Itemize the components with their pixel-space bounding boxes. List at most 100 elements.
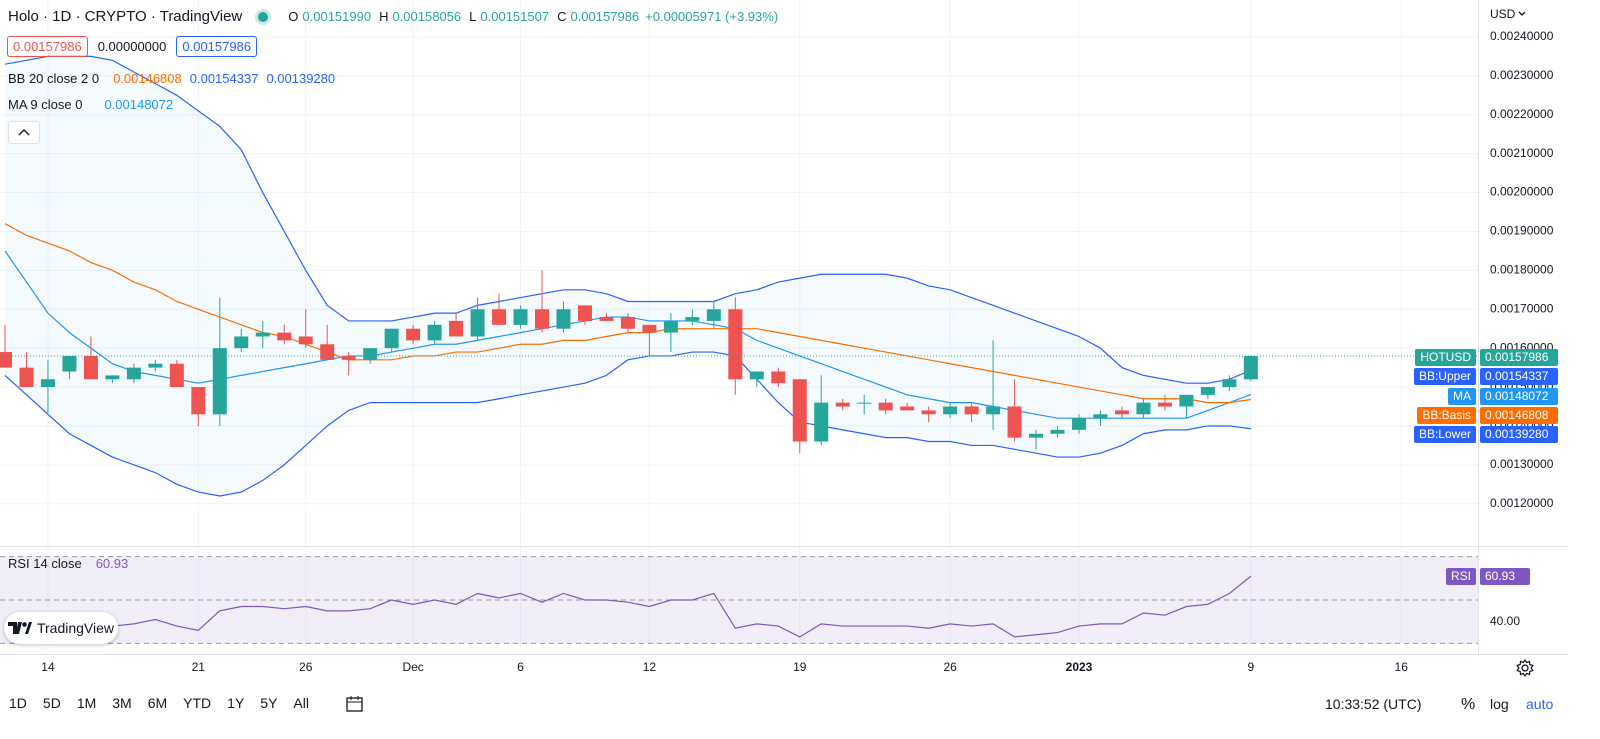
calendar-icon <box>346 696 363 712</box>
rsi-legend[interactable]: RSI 14 close 60.93 <box>8 556 128 571</box>
settings-button[interactable] <box>1515 658 1535 681</box>
candle-body <box>1157 402 1172 407</box>
time-tick-label: 14 <box>41 660 55 674</box>
candle-body <box>1243 355 1258 380</box>
candle-body <box>943 406 958 415</box>
time-tick-label: 21 <box>192 660 206 674</box>
candle-body <box>0 352 12 368</box>
time-tick-label: 6 <box>517 660 524 674</box>
time-tick-label: 26 <box>299 660 313 674</box>
collapse-icon <box>18 129 30 136</box>
price-tag-value: 0.00154337 <box>1480 368 1558 385</box>
market-status-dot <box>258 11 269 22</box>
range-button[interactable]: 1M <box>76 695 97 711</box>
rsi-label: RSI 14 close <box>8 556 82 571</box>
buy-price[interactable]: 0.00157986 <box>176 36 258 57</box>
collapse-button[interactable] <box>8 121 40 144</box>
range-button[interactable]: 6M <box>147 695 168 711</box>
candle-body <box>384 328 399 349</box>
candle-body <box>148 363 163 368</box>
candle-body <box>706 309 721 321</box>
candle-body <box>1222 379 1237 388</box>
indicator-line <box>4 223 1251 404</box>
rsi-tick-label: 40.00 <box>1490 614 1520 628</box>
range-button[interactable]: 1D <box>9 695 27 711</box>
rsi-line <box>4 575 1252 638</box>
candle-body <box>1072 418 1086 430</box>
tradingview-badge[interactable]: TradingView <box>4 612 118 644</box>
range-button[interactable]: 5D <box>42 695 61 711</box>
rsi-value: 60.93 <box>95 556 129 571</box>
time-tick-label: 19 <box>793 660 807 674</box>
candle-body <box>513 309 528 325</box>
bb-value: 0.00146808 <box>113 71 182 86</box>
candle-body <box>1179 394 1194 407</box>
price-tick-label: 0.00200000 <box>1490 185 1554 199</box>
candle-body <box>878 402 893 411</box>
indicator-line <box>4 351 1251 497</box>
candle-body <box>1136 402 1151 415</box>
range-button[interactable]: YTD <box>183 695 212 711</box>
range-button[interactable]: 5Y <box>260 695 278 711</box>
bb-legend[interactable]: BB 20 close 2 0 0.00146808 0.00154337 0.00… <box>8 71 335 86</box>
candle-body <box>900 406 915 411</box>
candle-body <box>620 317 635 329</box>
candle-body <box>535 309 549 329</box>
range-button[interactable]: All <box>293 695 309 711</box>
clock[interactable]: 10:33:52 (UTC) <box>1325 696 1422 712</box>
ohlc-label: C <box>557 9 567 24</box>
price-tick-label: 0.00240000 <box>1490 29 1554 43</box>
percent-toggle[interactable]: % <box>1461 696 1476 713</box>
candle-body <box>105 375 120 380</box>
time-tick-label: 12 <box>643 660 657 674</box>
candle-body <box>470 309 485 337</box>
candle-body <box>685 317 700 321</box>
candle-body <box>599 317 614 321</box>
candle-body <box>964 406 979 415</box>
candle-body <box>1007 406 1022 438</box>
chevron <box>1518 11 1526 16</box>
sell-price[interactable]: 0.00157986 <box>7 36 88 57</box>
candle-body <box>427 324 442 341</box>
candle-body <box>1200 387 1215 395</box>
ohlc-label: H <box>379 9 389 24</box>
price-tick-label: 0.00210000 <box>1490 146 1554 160</box>
candle-body <box>62 355 77 372</box>
range-toolbar: 1D 5D 1M 3M 6M YTD 1Y 5Y All <box>9 695 317 711</box>
log-toggle[interactable]: log <box>1490 696 1509 712</box>
range-button[interactable]: 3M <box>112 695 132 711</box>
ma-legend[interactable]: MA 9 close 0 0.00148072 <box>8 97 173 112</box>
candle-body <box>663 320 678 333</box>
symbol-title[interactable]: Holo · 1D · CRYPTO · TradingView <box>8 8 243 25</box>
bb-value: 0.00154337 <box>189 71 259 86</box>
candle-body <box>406 328 421 341</box>
candle-body <box>19 367 34 388</box>
band-fill <box>5 56 1251 496</box>
date-range-button[interactable] <box>345 695 365 716</box>
candle-body <box>1050 429 1065 434</box>
input-boxes: 0.00157986 0.00000000 0.00157986 <box>7 36 258 57</box>
ohlc-value: 0.00157986 <box>570 9 640 24</box>
candle-body <box>126 367 141 380</box>
time-tick-label: Dec <box>402 660 423 674</box>
price-tick-label: 0.00180000 <box>1490 263 1554 277</box>
time-tick-label: 2023 <box>1066 660 1093 674</box>
range-button[interactable]: 1Y <box>227 695 245 711</box>
ohlc: O 0.00151990 H 0.00158056 L 0.00151507 C 0.0015… <box>288 9 639 24</box>
price-tag-value: 0.00148072 <box>1480 388 1558 405</box>
candle-body <box>857 402 872 404</box>
candle-body <box>642 324 657 333</box>
price-tick-label: 0.00220000 <box>1490 107 1554 121</box>
auto-toggle[interactable]: auto <box>1526 696 1554 712</box>
candle-body <box>1029 433 1044 438</box>
price-tag-value: 0.00146808 <box>1480 407 1558 424</box>
time-tick-label: 16 <box>1395 660 1409 674</box>
header: Holo · 1D · CRYPTO · TradingView O 0.0015… <box>8 8 778 25</box>
candle-body <box>320 344 335 360</box>
currency-menu[interactable]: USD <box>1490 7 1526 21</box>
ohlc-label: O <box>288 9 299 24</box>
bb-label: BB 20 close 2 0 <box>8 71 100 86</box>
price-tag-value: 60.93 <box>1480 568 1530 585</box>
candle-body <box>771 371 786 384</box>
